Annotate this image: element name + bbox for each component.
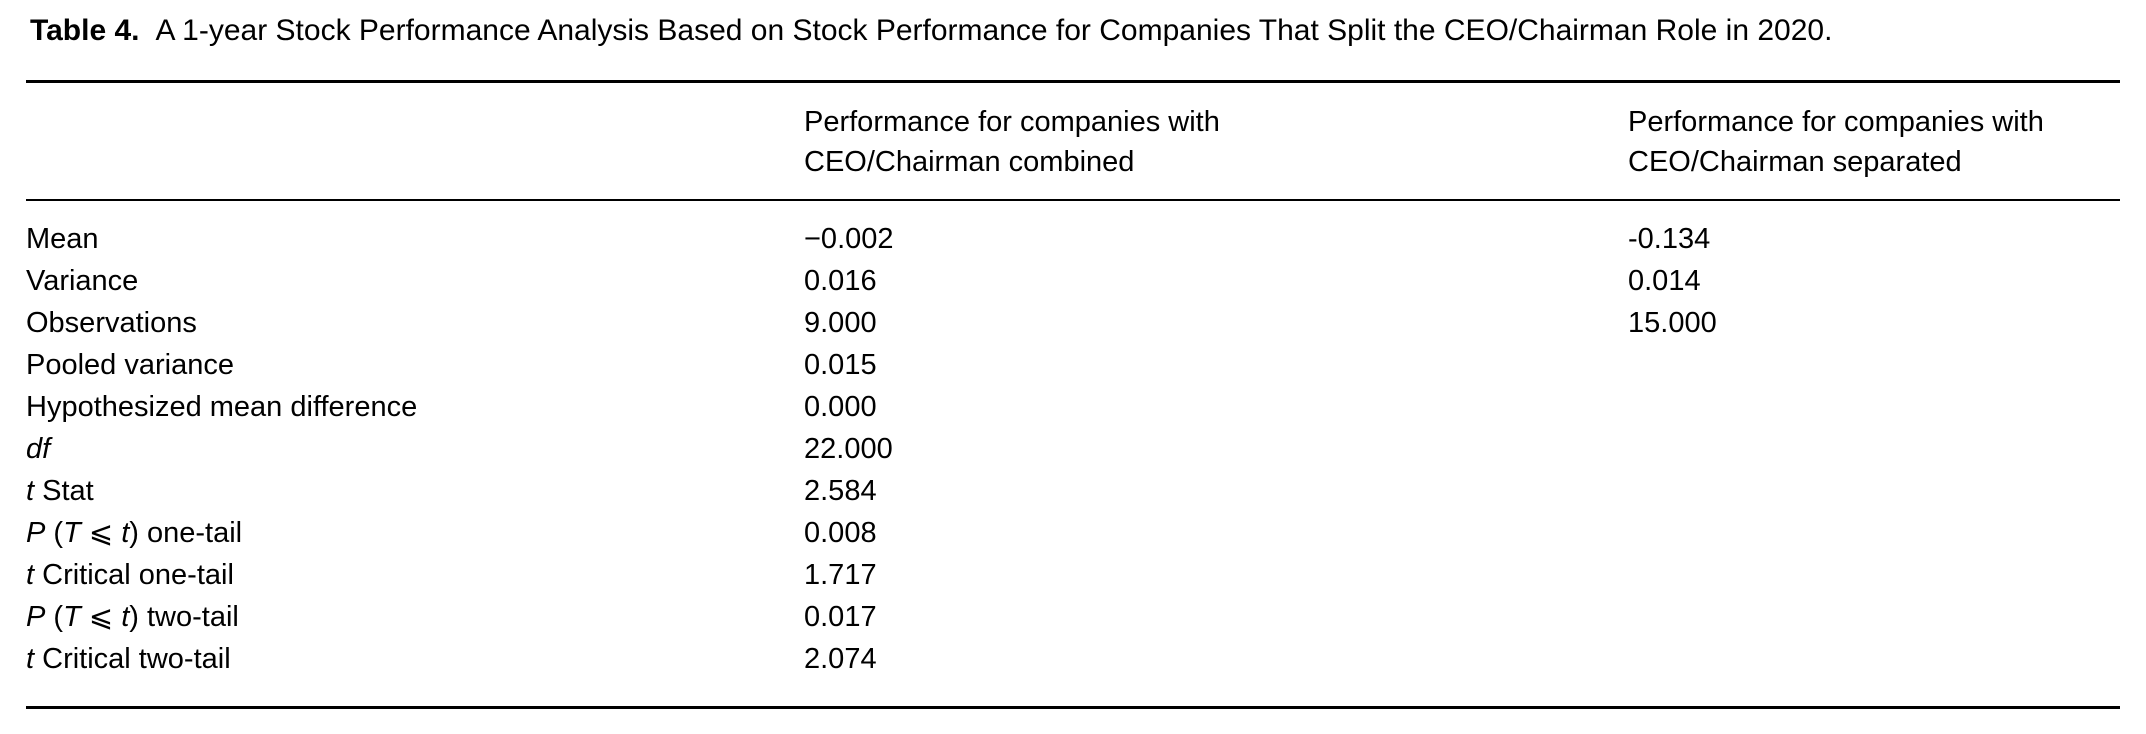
row-label-part: Critical two-tail — [34, 643, 231, 675]
value-combined: 1.717 — [804, 559, 877, 591]
row-label: P (T ⩽ t) one-tail — [26, 512, 804, 554]
row-label-part: Stat — [34, 475, 94, 507]
value-separated: 15.000 — [1628, 307, 1717, 339]
table-row: P (T ⩽ t) two-tail 0.017 — [26, 596, 2120, 638]
row-label-part: Hypothesized mean difference — [26, 391, 418, 423]
table-caption-text: A 1-year Stock Performance Analysis Base… — [155, 14, 1833, 47]
row-label-part: ) two-tail — [129, 601, 239, 633]
row-label-part: Observations — [26, 307, 197, 339]
row-label-part: Mean — [26, 223, 99, 255]
header-combined-line1: Performance for companies with — [804, 106, 1220, 138]
row-label-italic-part: t — [26, 643, 35, 675]
row-label-part: Variance — [26, 265, 139, 297]
row-label: t Stat — [26, 470, 804, 512]
header-row: Performance for companies with CEO/Chair… — [26, 81, 2120, 201]
value-separated — [1628, 638, 2120, 708]
row-label: Observations — [26, 302, 804, 344]
value-separated — [1628, 512, 2120, 554]
table-row: Hypothesized mean difference 0.000 — [26, 386, 2120, 428]
value-combined: 2.074 — [804, 643, 877, 675]
row-label: t Critical two-tail — [26, 638, 804, 708]
row-label: Variance — [26, 260, 804, 302]
value-separated — [1628, 596, 2120, 638]
row-label-italic-part: df — [26, 433, 51, 465]
table-caption: Table 4. A 1-year Stock Performance Analy… — [30, 12, 1832, 50]
table-row: Mean −0.002 -0.134 — [26, 200, 2120, 260]
row-label: Hypothesized mean difference — [26, 386, 804, 428]
row-label-part: Critical one-tail — [34, 559, 234, 591]
stats-table: Performance for companies with CEO/Chair… — [26, 80, 2120, 709]
value-separated — [1628, 470, 2120, 512]
value-separated — [1628, 554, 2120, 596]
value-combined: 0.008 — [804, 517, 877, 549]
value-combined: 0.016 — [804, 265, 877, 297]
row-label-part: ⩽ — [80, 517, 122, 549]
header-metric — [26, 81, 804, 201]
table-row: t Critical one-tail 1.717 — [26, 554, 2120, 596]
value-separated — [1628, 428, 2120, 470]
value-separated: 0.014 — [1628, 265, 1701, 297]
value-combined: 0.015 — [804, 349, 877, 381]
table-caption-label: Table 4. — [30, 14, 140, 47]
table-row: P (T ⩽ t) one-tail 0.008 — [26, 512, 2120, 554]
row-label: P (T ⩽ t) two-tail — [26, 596, 804, 638]
row-label-part: ( — [45, 601, 64, 633]
row-label-italic-part: P — [26, 601, 46, 633]
table-row: df 22.000 — [26, 428, 2120, 470]
value-combined: 22.000 — [804, 433, 893, 465]
row-label-part: ) one-tail — [129, 517, 243, 549]
row-label: Pooled variance — [26, 344, 804, 386]
row-label-italic-part: T — [63, 601, 81, 633]
row-label: t Critical one-tail — [26, 554, 804, 596]
row-label-italic-part: P — [26, 517, 46, 549]
value-combined: 9.000 — [804, 307, 877, 339]
row-label-italic-part: t — [26, 559, 35, 591]
value-separated: -0.134 — [1628, 223, 1711, 255]
value-separated — [1628, 344, 2120, 386]
row-label-italic-part: t — [121, 601, 130, 633]
header-separated-line1: Performance for companies with — [1628, 106, 2044, 138]
value-separated — [1628, 386, 2120, 428]
row-label: df — [26, 428, 804, 470]
table-row: t Critical two-tail 2.074 — [26, 638, 2120, 708]
row-label-italic-part: t — [26, 475, 35, 507]
value-combined: 2.584 — [804, 475, 877, 507]
header-combined-line2: CEO/Chairman combined — [804, 146, 1135, 178]
value-combined: 0.017 — [804, 601, 877, 633]
row-label-part: ( — [45, 517, 64, 549]
table-row: Variance 0.016 0.014 — [26, 260, 2120, 302]
header-separated-line2: CEO/Chairman separated — [1628, 146, 1962, 178]
value-combined: 0.000 — [804, 391, 877, 423]
header-combined: Performance for companies with CEO/Chair… — [804, 81, 1628, 201]
row-label: Mean — [26, 200, 804, 260]
row-label-italic-part: t — [121, 517, 130, 549]
table-row: Pooled variance 0.015 — [26, 344, 2120, 386]
table-row: Observations 9.000 15.000 — [26, 302, 2120, 344]
value-combined: −0.002 — [804, 223, 894, 255]
row-label-italic-part: T — [63, 517, 81, 549]
row-label-part: ⩽ — [80, 601, 122, 633]
header-separated: Performance for companies with CEO/Chair… — [1628, 81, 2120, 201]
row-label-part: Pooled variance — [26, 349, 234, 381]
table-row: t Stat 2.584 — [26, 470, 2120, 512]
